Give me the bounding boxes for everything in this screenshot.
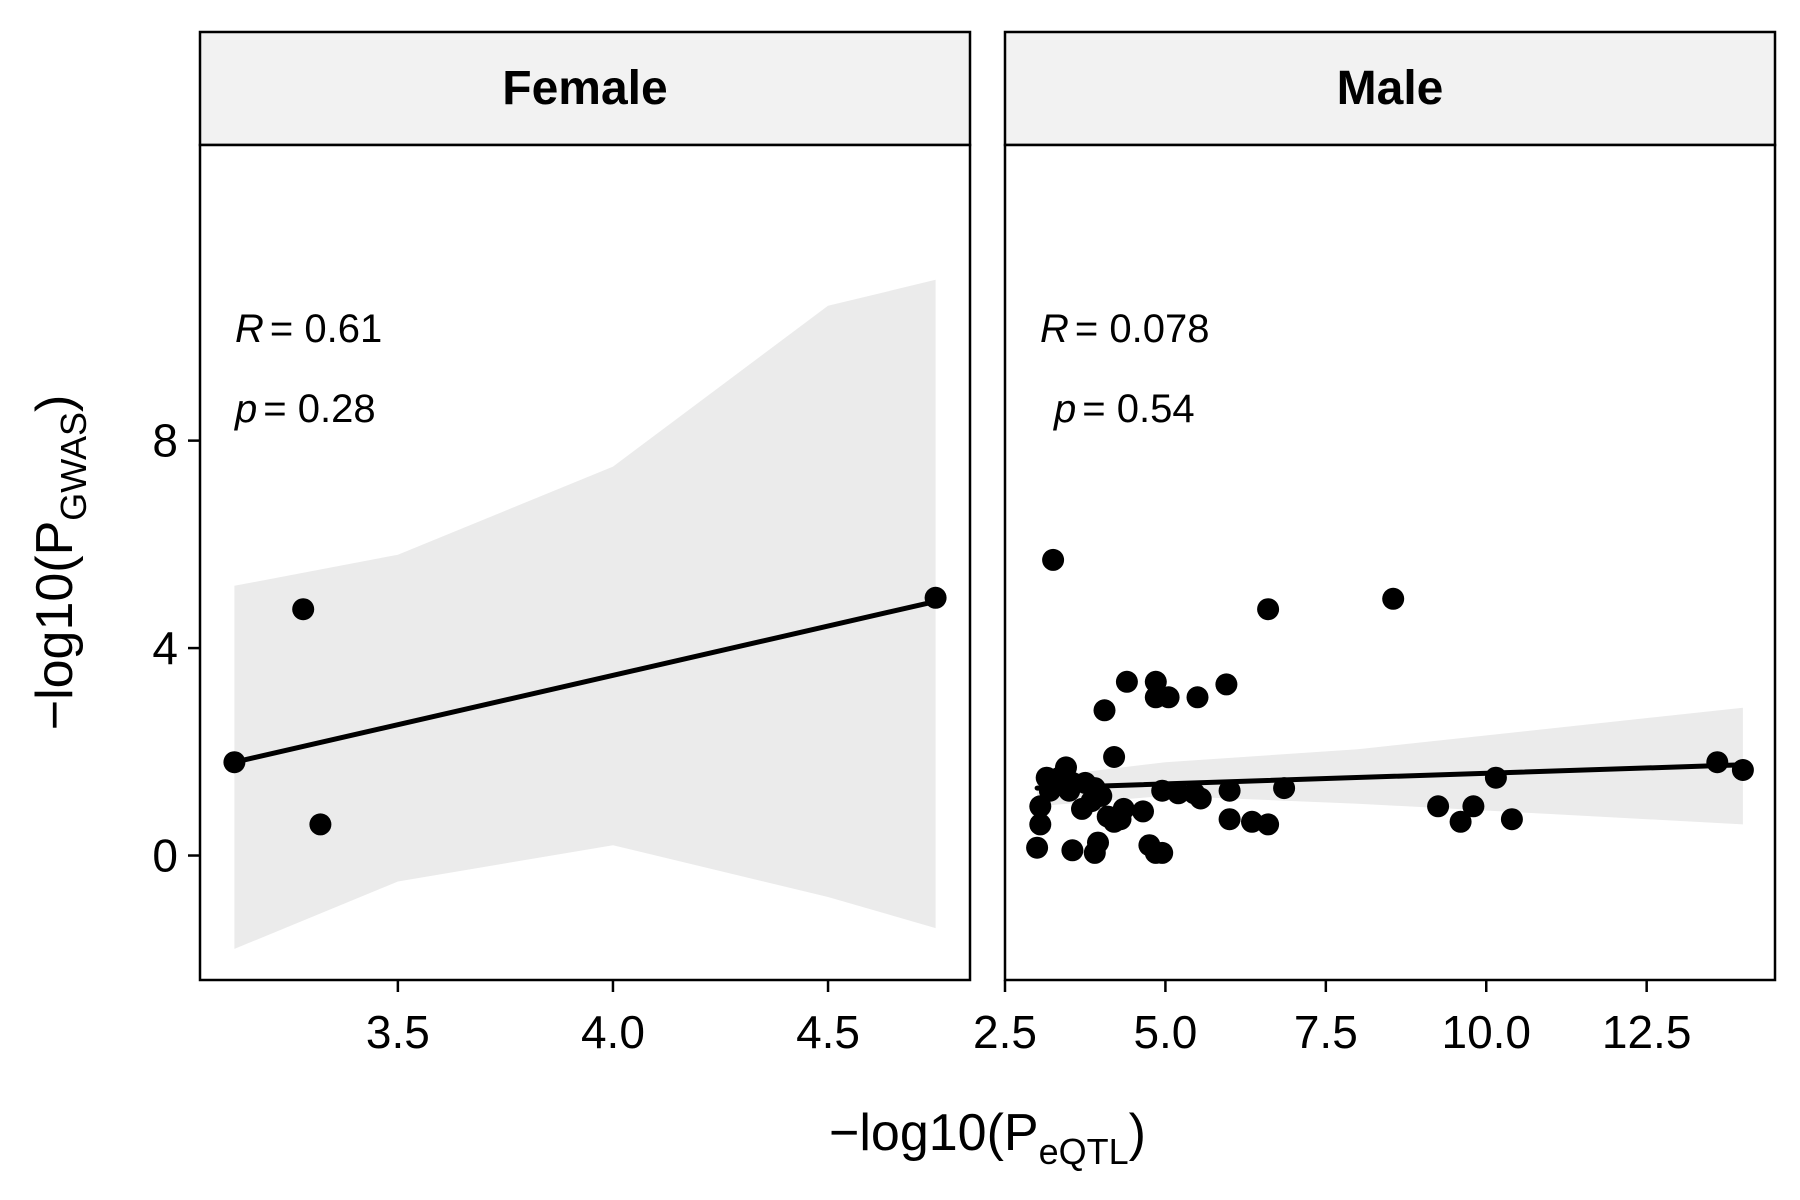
plot-content — [223, 279, 947, 949]
data-point — [1103, 810, 1126, 833]
x-tick-label: 4.5 — [796, 1006, 860, 1058]
data-point — [1257, 598, 1280, 621]
x-tick-label: 7.5 — [1294, 1006, 1358, 1058]
data-point — [1484, 766, 1507, 789]
x-axis-title-subscript: eQTL — [1039, 1131, 1129, 1172]
stat-p-value: = 0.28 — [263, 387, 375, 431]
data-point — [1071, 797, 1093, 820]
stat-p-symbol: p — [1053, 387, 1076, 431]
data-point — [1115, 670, 1138, 693]
panel-male: Male R = 0.078 p = 0.54 — [1003, 30, 1777, 982]
strip-label: Female — [502, 62, 667, 115]
data-point — [1462, 795, 1485, 818]
x-axes: 3.5 4.0 4.5 2.5 5.0 7.5 10.0 12.5 — [366, 980, 1692, 1058]
data-point — [1151, 841, 1174, 864]
stat-r-value: = 0.61 — [270, 307, 382, 351]
stat-r-value: = 0.078 — [1075, 307, 1210, 351]
y-axis-title-subscript: GWAS — [53, 412, 94, 521]
x-tick-label: 4.0 — [581, 1006, 645, 1058]
data-point — [1093, 699, 1116, 722]
y-axis: 0 4 8 — [152, 415, 200, 882]
confidence-ribbon — [1037, 707, 1743, 825]
stat-p-label: p = 0.28 — [234, 387, 376, 431]
data-point — [292, 598, 315, 621]
x-tick-label: 5.0 — [1133, 1006, 1197, 1058]
y-axis-title-suffix: ) — [26, 395, 84, 412]
data-point — [1706, 751, 1729, 774]
data-point — [1061, 839, 1084, 862]
y-axis-title-prefix: −log10(P — [26, 521, 84, 731]
data-point — [1449, 810, 1472, 833]
regression-line — [231, 598, 939, 765]
stat-r-symbol: R — [235, 307, 264, 351]
stat-p-value: = 0.54 — [1082, 387, 1194, 431]
data-point — [309, 813, 332, 836]
data-point — [1382, 587, 1405, 610]
y-tick-label: 0 — [152, 830, 178, 882]
x-tick-label: 3.5 — [366, 1006, 430, 1058]
x-tick-label: 2.5 — [973, 1006, 1037, 1058]
strip-label: Male — [1337, 62, 1444, 115]
data-point — [1103, 746, 1126, 768]
data-point — [1218, 779, 1241, 802]
data-point — [1257, 813, 1280, 836]
plot-border — [198, 143, 972, 982]
data-point — [1215, 673, 1238, 696]
stat-r-label: R = 0.078 — [1040, 307, 1209, 351]
stat-r-label: R = 0.61 — [235, 307, 382, 351]
panel-female: Female R = 0.61 p = 0.28 — [198, 30, 972, 982]
x-axis-title-prefix: −log10(P — [829, 1104, 1039, 1162]
x-tick-label: 12.5 — [1602, 1006, 1692, 1058]
data-point — [1083, 841, 1106, 864]
stat-p-label: p = 0.54 — [1053, 387, 1195, 431]
plot-border — [1003, 143, 1777, 982]
data-point — [1157, 686, 1180, 709]
data-point — [1186, 686, 1209, 709]
data-point — [1029, 813, 1052, 836]
strip-background — [198, 30, 972, 147]
data-point — [1427, 795, 1450, 818]
x-axis-title: −log10(PeQTL) — [829, 1104, 1146, 1172]
regression-line — [1034, 762, 1746, 791]
axis-titles: −log10(PeQTL)−log10(PGWAS) — [26, 395, 1146, 1172]
data-point — [1029, 795, 1052, 818]
y-tick-label: 8 — [152, 415, 178, 467]
stat-p-symbol: p — [234, 387, 257, 431]
plot-content — [1026, 548, 1754, 864]
data-point — [1144, 670, 1167, 693]
data-point — [1042, 548, 1065, 571]
x-tick-label: 10.0 — [1441, 1006, 1531, 1058]
y-tick-label: 4 — [152, 622, 178, 674]
confidence-ribbon — [234, 279, 936, 949]
stat-r-symbol: R — [1040, 307, 1069, 351]
x-axis-title-suffix: ) — [1129, 1104, 1146, 1162]
data-point — [1167, 782, 1190, 805]
data-point — [1500, 808, 1523, 831]
data-point — [1189, 787, 1212, 810]
y-axis-title: −log10(PGWAS) — [26, 395, 94, 731]
data-point — [1026, 836, 1049, 859]
data-point — [1132, 800, 1154, 823]
data-point — [1218, 808, 1241, 831]
data-point — [1058, 779, 1081, 802]
plot-background — [1005, 145, 1775, 980]
